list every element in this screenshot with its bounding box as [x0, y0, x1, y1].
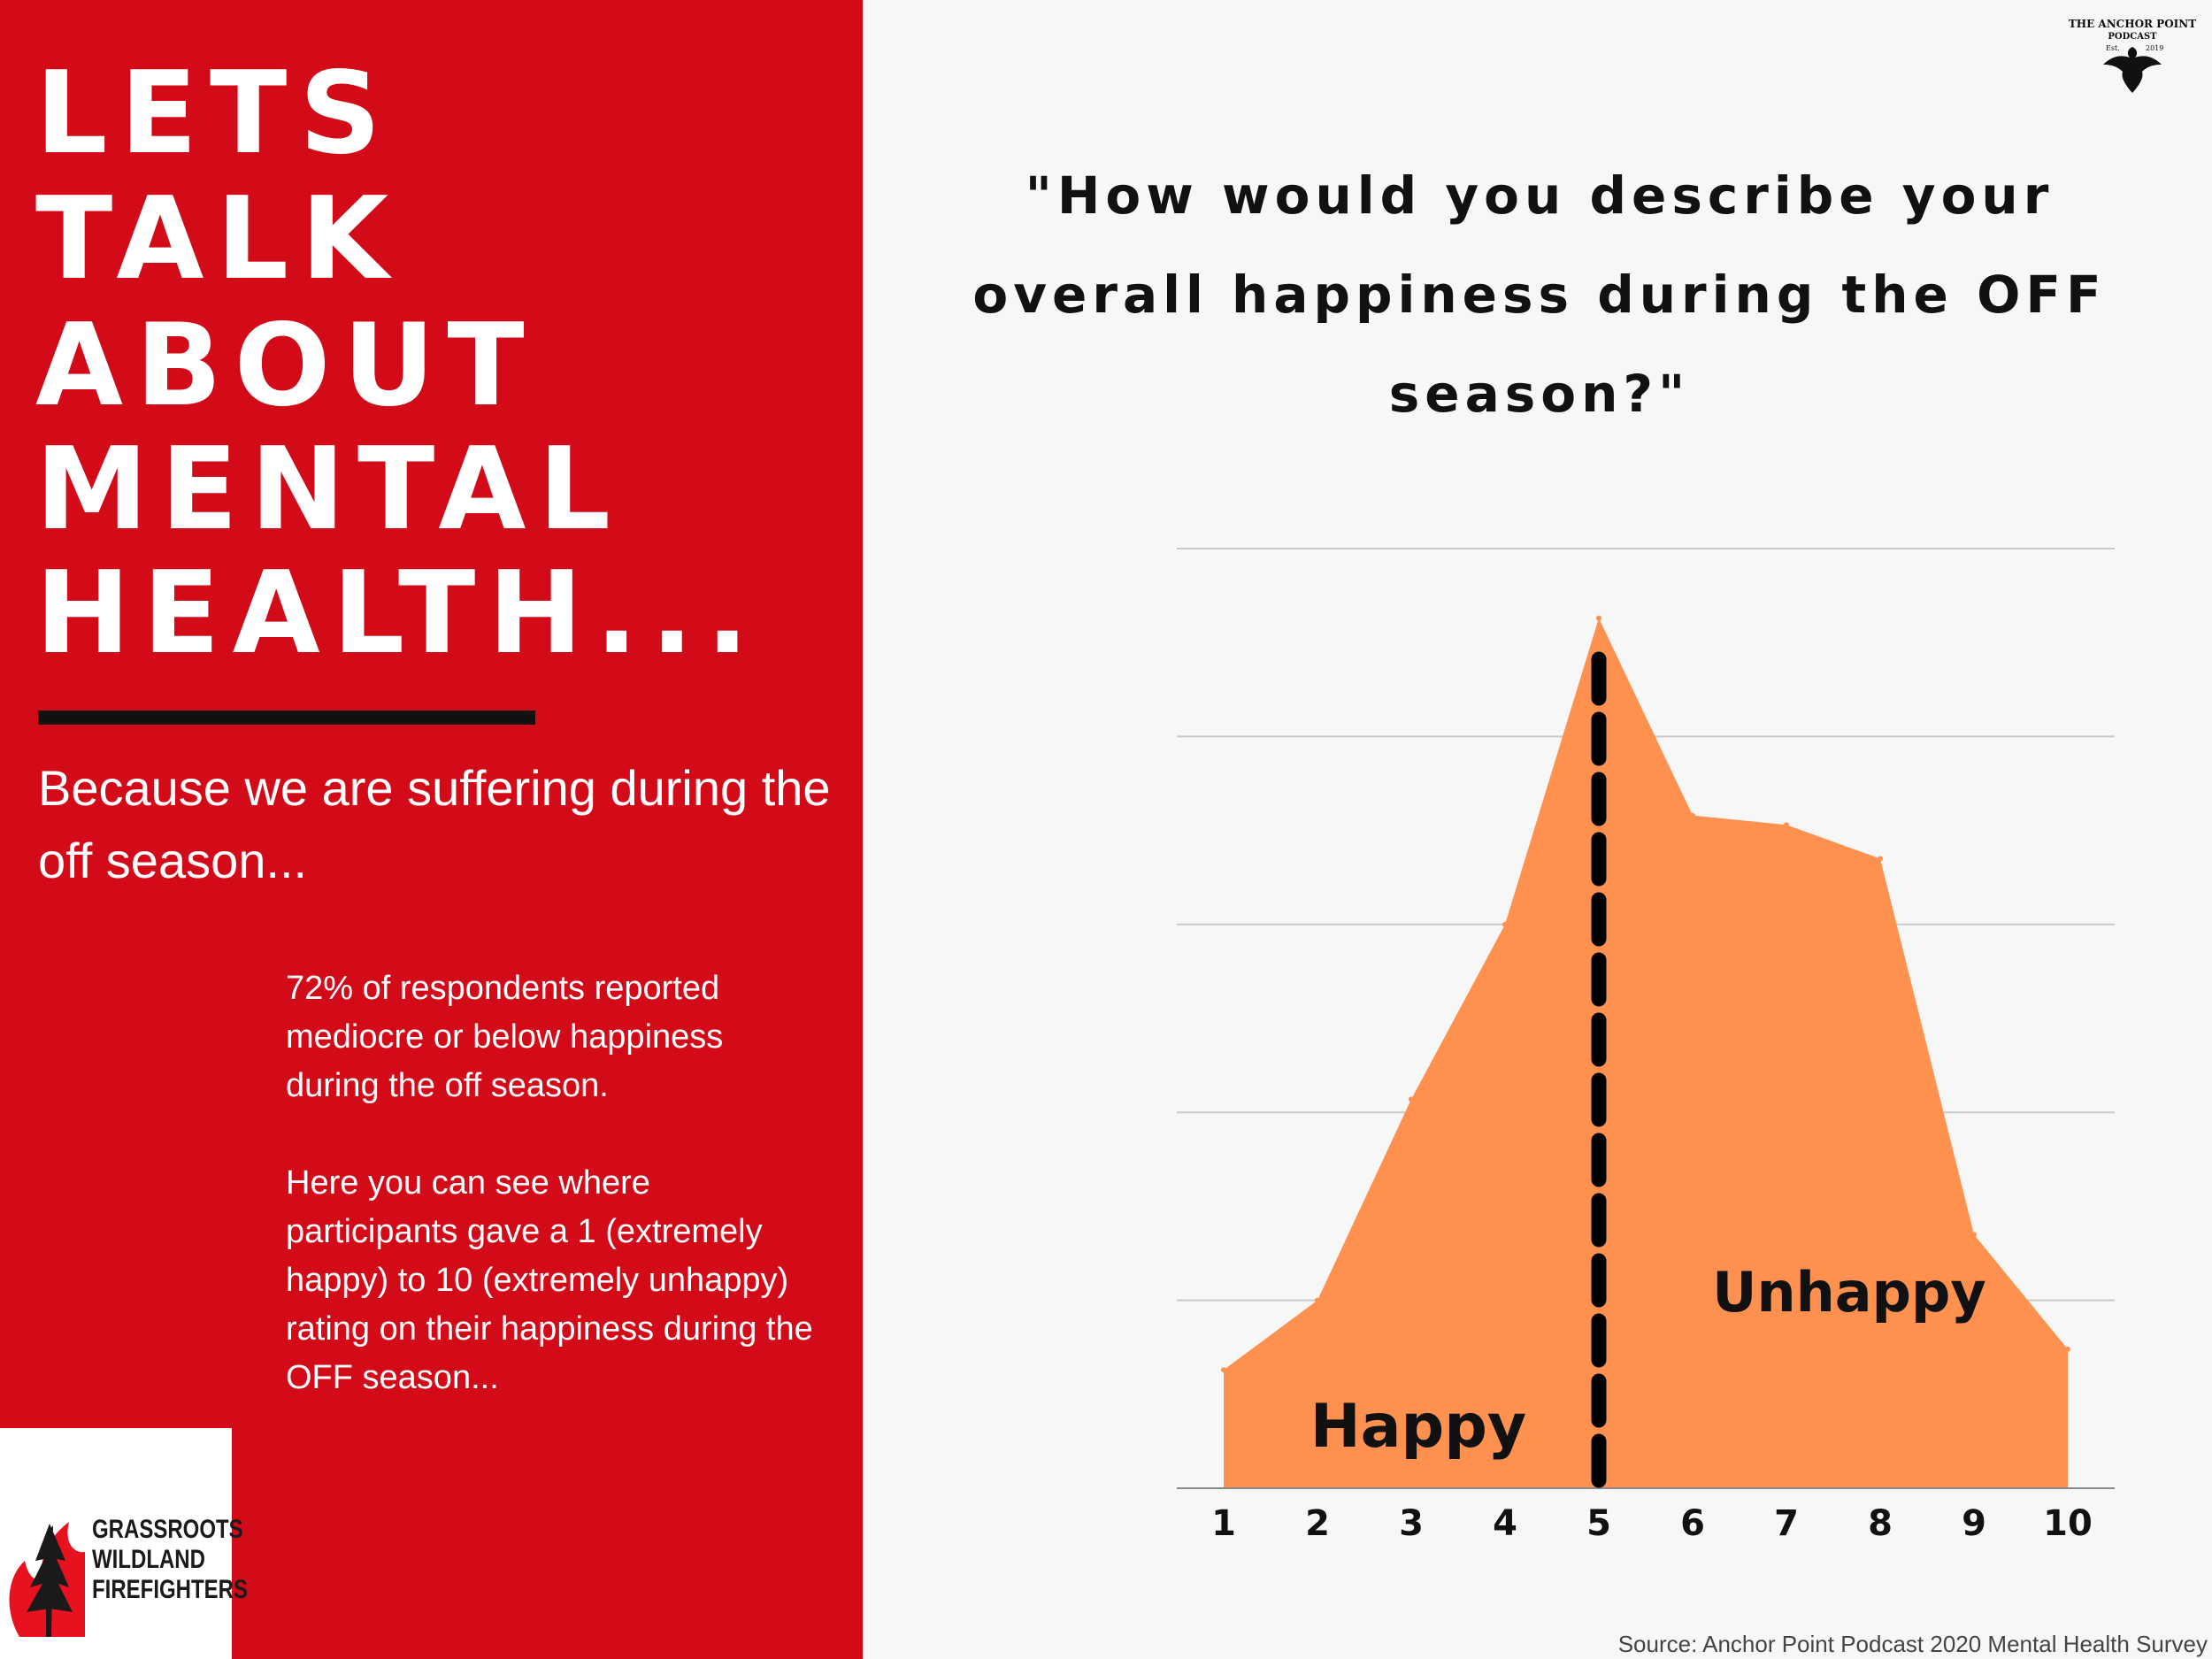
podcast-logo-year: 2019	[2146, 44, 2163, 52]
data-point	[2065, 1346, 2070, 1352]
data-point	[1502, 921, 1508, 927]
data-point	[1596, 615, 1601, 621]
org-logo: GRASSROOTS WILDLAND FIREFIGHTERS	[0, 1428, 248, 1659]
x-tick-label: 8	[1868, 1503, 1893, 1544]
x-tick-label: 7	[1774, 1503, 1799, 1544]
stat-paragraph: 72% of respondents reported mediocre or …	[286, 970, 724, 1104]
data-point	[1971, 1232, 1977, 1238]
headline-line: HEALTH...	[35, 548, 762, 680]
x-tick-label: 4	[1493, 1503, 1517, 1544]
x-tick-label: 5	[1586, 1503, 1611, 1544]
chart-title: "How would you describe your overall hap…	[972, 165, 2107, 424]
data-point	[1690, 812, 1695, 818]
x-tick-label: 6	[1680, 1503, 1705, 1544]
data-point	[1409, 1096, 1414, 1102]
x-tick-label: 1	[1211, 1503, 1236, 1544]
data-point	[1878, 856, 1883, 862]
eagle-icon: THE ANCHOR POINT PODCAST Est. 2019	[2069, 18, 2196, 93]
x-tick-label: 2	[1305, 1503, 1330, 1544]
x-tick-label: 10	[2043, 1503, 2093, 1544]
org-logo-line: WILDLAND	[92, 1545, 205, 1574]
happiness-area-series	[1224, 618, 2068, 1488]
flame-tree-icon	[9, 1522, 85, 1637]
podcast-logo-line1: THE ANCHOR POINT	[2069, 18, 2196, 30]
headline-line: ABOUT	[35, 300, 537, 432]
unhappy-label: Unhappy	[1712, 1260, 1986, 1325]
x-tick-label: 3	[1399, 1503, 1424, 1544]
podcast-logo-line2: PODCAST	[2108, 32, 2157, 42]
org-logo-line: GRASSROOTS	[92, 1515, 243, 1544]
x-tick-label: 9	[1962, 1503, 1986, 1544]
data-point	[1221, 1367, 1226, 1373]
subheading: Because we are suffering during the off …	[38, 760, 831, 888]
headline-divider	[38, 710, 535, 725]
headline-line: LETS	[35, 48, 394, 180]
headline-line: TALK	[35, 173, 402, 305]
happy-label: Happy	[1310, 1392, 1526, 1462]
org-logo-text: GRASSROOTS WILDLAND FIREFIGHTERS	[92, 1515, 248, 1605]
headline-line: MENTAL	[35, 424, 623, 556]
left-panel: LETS TALK ABOUT MENTAL HEALTH... Because…	[0, 0, 863, 1659]
data-point	[1784, 822, 1789, 828]
podcast-logo: THE ANCHOR POINT PODCAST Est. 2019	[2057, 13, 2208, 97]
data-point	[1315, 1297, 1320, 1303]
org-logo-line: FIREFIGHTERS	[92, 1575, 249, 1604]
source-note: Source: Anchor Point Podcast 2020 Mental…	[1617, 1631, 2208, 1657]
podcast-logo-est: Est.	[2106, 44, 2120, 52]
explanation-paragraph: Here you can see where participants gave…	[286, 1164, 813, 1396]
